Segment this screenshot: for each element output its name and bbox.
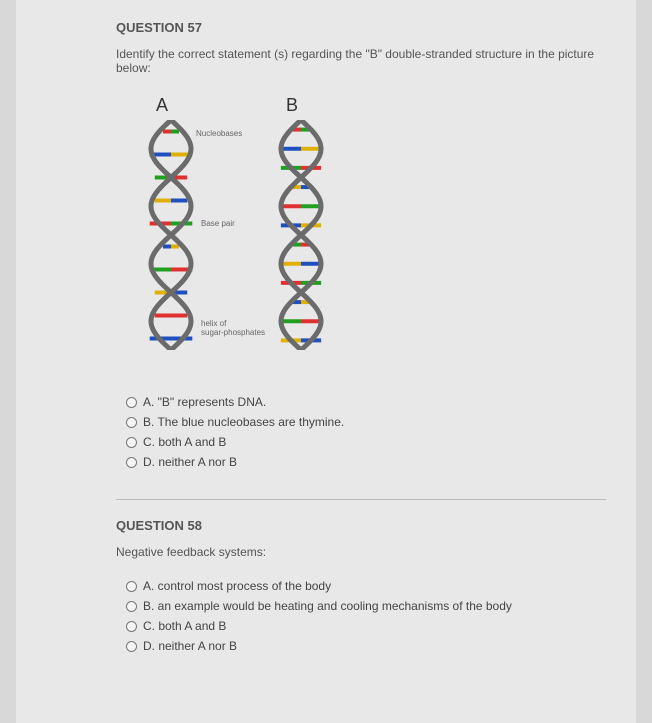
diagram-label-b: B xyxy=(286,95,298,116)
radio-icon xyxy=(126,581,137,592)
option-label: B. The blue nucleobases are thymine. xyxy=(143,415,344,429)
q58-options: A. control most process of the body B. a… xyxy=(126,579,606,653)
radio-icon xyxy=(126,621,137,632)
annot-nucleobases: Nucleobases xyxy=(196,130,242,139)
question-58: QUESTION 58 Negative feedback systems: A… xyxy=(116,518,606,653)
q57-option-a[interactable]: A. "B" represents DNA. xyxy=(126,395,606,409)
question-58-prompt: Negative feedback systems: xyxy=(116,545,606,559)
option-label: C. both A and B xyxy=(143,619,226,633)
option-label: D. neither A nor B xyxy=(143,455,237,469)
helix-b xyxy=(276,120,326,350)
diagram-label-a: A xyxy=(156,95,168,116)
radio-icon xyxy=(126,601,137,612)
radio-icon xyxy=(126,417,137,428)
q58-option-a[interactable]: A. control most process of the body xyxy=(126,579,606,593)
annot-basepair: Base pair xyxy=(201,220,235,229)
dna-diagram: A B Nucleobases Base pair helix of sugar… xyxy=(146,95,606,375)
question-58-title: QUESTION 58 xyxy=(116,518,606,533)
page: QUESTION 57 Identify the correct stateme… xyxy=(16,0,636,723)
q58-option-d[interactable]: D. neither A nor B xyxy=(126,639,606,653)
radio-icon xyxy=(126,437,137,448)
q57-option-b[interactable]: B. The blue nucleobases are thymine. xyxy=(126,415,606,429)
question-57-title: QUESTION 57 xyxy=(116,20,606,35)
q58-option-c[interactable]: C. both A and B xyxy=(126,619,606,633)
option-label: C. both A and B xyxy=(143,435,226,449)
annot-helix: helix of sugar-phosphates xyxy=(201,320,265,338)
q57-options: A. "B" represents DNA. B. The blue nucle… xyxy=(126,395,606,469)
option-label: A. "B" represents DNA. xyxy=(143,395,266,409)
option-label: D. neither A nor B xyxy=(143,639,237,653)
radio-icon xyxy=(126,641,137,652)
radio-icon xyxy=(126,397,137,408)
option-label: A. control most process of the body xyxy=(143,579,331,593)
helix-a xyxy=(146,120,196,350)
q57-option-c[interactable]: C. both A and B xyxy=(126,435,606,449)
q57-option-d[interactable]: D. neither A nor B xyxy=(126,455,606,469)
divider xyxy=(116,499,606,500)
question-57-prompt: Identify the correct statement (s) regar… xyxy=(116,47,606,75)
question-57: QUESTION 57 Identify the correct stateme… xyxy=(116,20,606,469)
option-label: B. an example would be heating and cooli… xyxy=(143,599,512,613)
q58-option-b[interactable]: B. an example would be heating and cooli… xyxy=(126,599,606,613)
radio-icon xyxy=(126,457,137,468)
